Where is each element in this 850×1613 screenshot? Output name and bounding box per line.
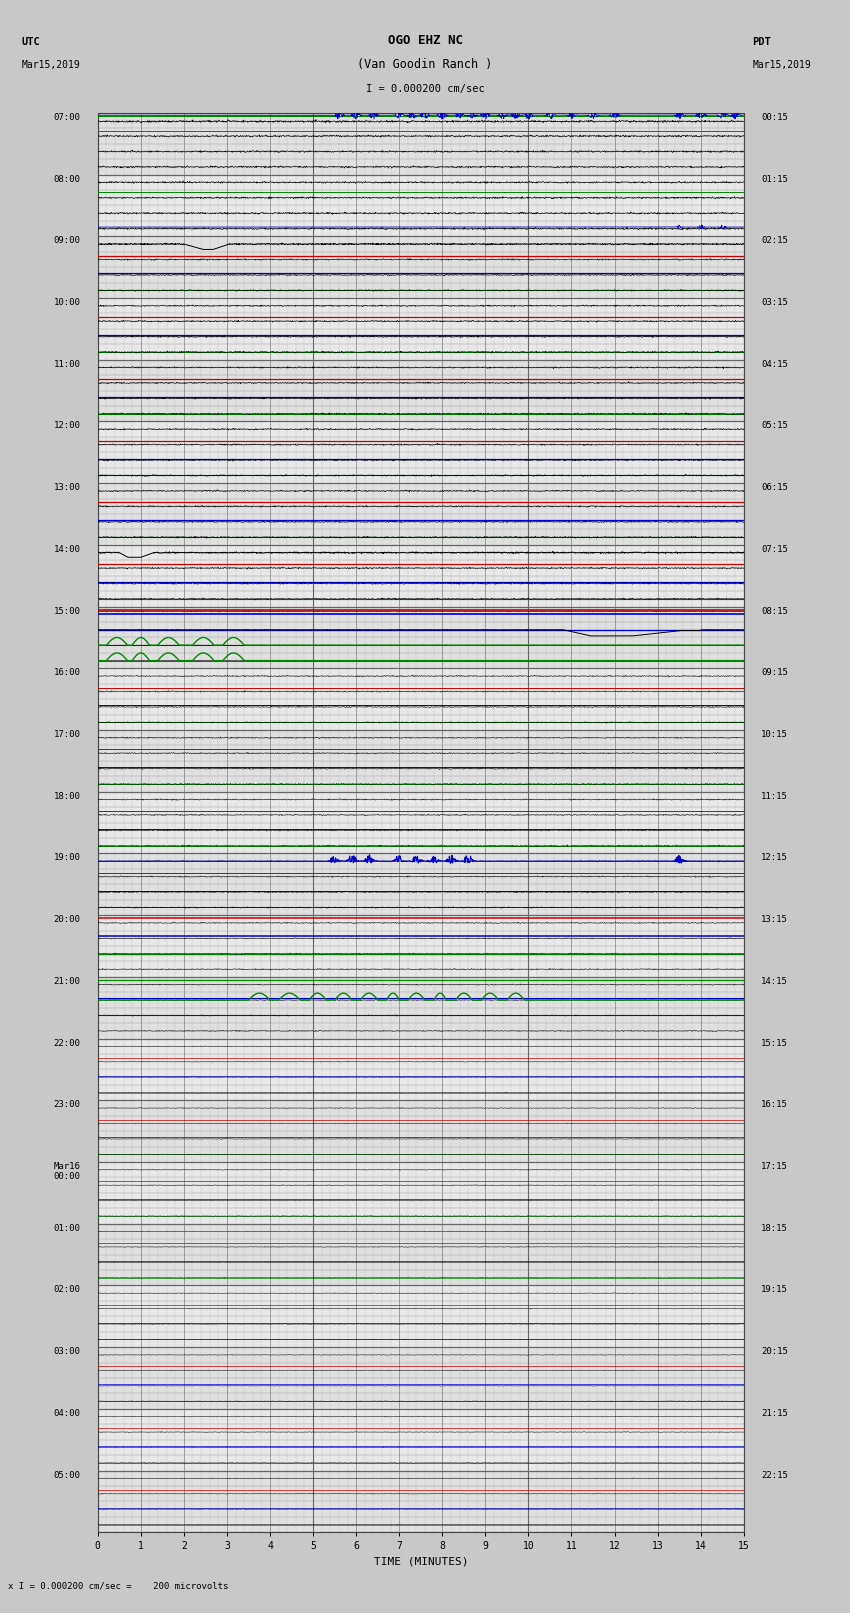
Text: PDT: PDT <box>752 37 771 47</box>
Text: (Van Goodin Ranch ): (Van Goodin Ranch ) <box>357 58 493 71</box>
Text: 13:15: 13:15 <box>761 915 788 924</box>
Text: 01:15: 01:15 <box>761 174 788 184</box>
Text: 08:00: 08:00 <box>54 174 81 184</box>
X-axis label: TIME (MINUTES): TIME (MINUTES) <box>373 1557 468 1566</box>
Text: 18:15: 18:15 <box>761 1224 788 1232</box>
Text: 16:15: 16:15 <box>761 1100 788 1110</box>
Text: 00:15: 00:15 <box>761 113 788 123</box>
Text: 06:15: 06:15 <box>761 484 788 492</box>
Text: 17:15: 17:15 <box>761 1161 788 1171</box>
Text: 21:15: 21:15 <box>761 1408 788 1418</box>
Text: 20:00: 20:00 <box>54 915 81 924</box>
Text: 05:00: 05:00 <box>54 1471 81 1479</box>
Text: Mar15,2019: Mar15,2019 <box>752 60 811 69</box>
Text: 18:00: 18:00 <box>54 792 81 800</box>
Text: 14:00: 14:00 <box>54 545 81 553</box>
Text: 07:00: 07:00 <box>54 113 81 123</box>
Text: 01:00: 01:00 <box>54 1224 81 1232</box>
Text: 16:00: 16:00 <box>54 668 81 677</box>
Text: 09:15: 09:15 <box>761 668 788 677</box>
Text: 17:00: 17:00 <box>54 731 81 739</box>
Text: 08:15: 08:15 <box>761 606 788 616</box>
Text: 03:15: 03:15 <box>761 298 788 306</box>
Text: UTC: UTC <box>21 37 40 47</box>
Text: I = 0.000200 cm/sec: I = 0.000200 cm/sec <box>366 84 484 94</box>
Text: 12:00: 12:00 <box>54 421 81 431</box>
Text: OGO EHZ NC: OGO EHZ NC <box>388 34 462 47</box>
Text: 03:00: 03:00 <box>54 1347 81 1357</box>
Text: 02:15: 02:15 <box>761 237 788 245</box>
Text: Mar16
00:00: Mar16 00:00 <box>54 1161 81 1181</box>
Text: 09:00: 09:00 <box>54 237 81 245</box>
Text: 21:00: 21:00 <box>54 977 81 986</box>
Text: 04:15: 04:15 <box>761 360 788 369</box>
Text: 20:15: 20:15 <box>761 1347 788 1357</box>
Text: 11:15: 11:15 <box>761 792 788 800</box>
Text: 19:15: 19:15 <box>761 1286 788 1295</box>
Text: 05:15: 05:15 <box>761 421 788 431</box>
Text: 02:00: 02:00 <box>54 1286 81 1295</box>
Text: Mar15,2019: Mar15,2019 <box>21 60 80 69</box>
Text: 10:00: 10:00 <box>54 298 81 306</box>
Text: 07:15: 07:15 <box>761 545 788 553</box>
Text: 22:15: 22:15 <box>761 1471 788 1479</box>
Text: 04:00: 04:00 <box>54 1408 81 1418</box>
Text: 22:00: 22:00 <box>54 1039 81 1047</box>
Text: 15:00: 15:00 <box>54 606 81 616</box>
Text: x I = 0.000200 cm/sec =    200 microvolts: x I = 0.000200 cm/sec = 200 microvolts <box>8 1582 229 1590</box>
Text: 13:00: 13:00 <box>54 484 81 492</box>
Text: 11:00: 11:00 <box>54 360 81 369</box>
Text: 14:15: 14:15 <box>761 977 788 986</box>
Text: 23:00: 23:00 <box>54 1100 81 1110</box>
Text: 12:15: 12:15 <box>761 853 788 863</box>
Text: 10:15: 10:15 <box>761 731 788 739</box>
Text: 19:00: 19:00 <box>54 853 81 863</box>
Text: 15:15: 15:15 <box>761 1039 788 1047</box>
